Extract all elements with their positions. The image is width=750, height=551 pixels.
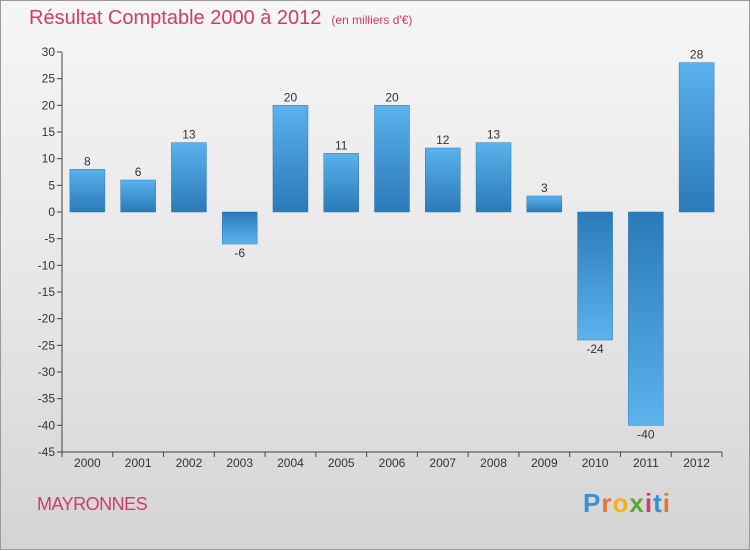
- data-label-2003: -6: [234, 246, 245, 260]
- bar-2010: [577, 211, 613, 341]
- bar-2006: [374, 105, 410, 213]
- x-tick-label: 2008: [480, 456, 507, 470]
- chart-subtitle: (en milliers d'€): [331, 13, 413, 27]
- bar-2003: [221, 211, 258, 245]
- y-tick-label: 10: [42, 152, 56, 166]
- bar-2011: [628, 211, 664, 426]
- y-tick-label: 20: [42, 98, 56, 112]
- y-tick-label: -10: [38, 258, 56, 272]
- brand-letter: t: [653, 488, 663, 518]
- data-label-2008: 13: [487, 128, 501, 142]
- data-label-2012: 28: [690, 48, 704, 62]
- bars: [69, 62, 715, 426]
- y-tick-label: -15: [38, 285, 56, 299]
- brand-letter: x: [629, 488, 645, 518]
- bar-2009: [526, 195, 563, 213]
- x-tick-label: 2001: [125, 456, 152, 470]
- bar-2005: [323, 153, 359, 213]
- y-tick-label: 15: [42, 125, 56, 139]
- axes: 30 25 20 15 10 5 0 -5 -10 -15 -20 -25 -30 -35 -40 -45 20…: [38, 45, 723, 470]
- bar-2000: [69, 169, 106, 213]
- data-label-2007: 12: [436, 133, 450, 147]
- y-tick-label: -30: [38, 365, 56, 379]
- x-tick-label: 2003: [226, 456, 253, 470]
- bar-2004: [272, 105, 309, 213]
- y-tick-label: 25: [42, 72, 56, 86]
- data-label-2009: 3: [541, 181, 548, 195]
- data-label-2001: 6: [135, 165, 142, 179]
- y-tick-label: 30: [42, 45, 56, 59]
- x-tick-label: 2010: [582, 456, 609, 470]
- chart-title-text: Résultat Comptable 2000 à 2012: [29, 7, 322, 29]
- bar-2007: [425, 147, 461, 213]
- y-tick-label: -45: [38, 445, 56, 459]
- brand-letter: o: [612, 488, 630, 518]
- y-tick-label: -20: [38, 312, 56, 326]
- data-label-2005: 11: [335, 138, 348, 152]
- x-tick-label: 2006: [379, 456, 406, 470]
- x-tick-label: 2004: [277, 456, 304, 470]
- commune-name: MAYRONNES: [37, 494, 148, 514]
- y-tick-label: -5: [44, 232, 55, 246]
- proxiti-logo: Proxiti: [583, 488, 671, 519]
- y-tick-label: -35: [38, 392, 56, 406]
- brand-letter: r: [601, 488, 613, 518]
- x-tick-label: 2012: [683, 456, 710, 470]
- bar-2008: [475, 142, 512, 213]
- data-label-2004: 20: [284, 90, 298, 104]
- x-tick-label: 2009: [531, 456, 558, 470]
- y-tick-label: -25: [38, 338, 56, 352]
- bar-2012: [678, 62, 715, 213]
- x-tick-label: 2011: [633, 456, 659, 470]
- data-labels: 8 6 13 -6 20 11 20 12 13 3 -24 -40 28: [84, 48, 704, 442]
- x-tick-label: 2000: [74, 456, 101, 470]
- bar-2001: [120, 179, 156, 213]
- bar-2002: [171, 142, 207, 213]
- brand-letter: P: [583, 488, 602, 518]
- data-label-2010: -24: [586, 342, 604, 356]
- data-label-2011: -40: [637, 427, 655, 441]
- y-tick-label: 5: [48, 178, 55, 192]
- brand-letter: i: [644, 488, 654, 518]
- data-label-2006: 20: [385, 90, 399, 104]
- data-label-2002: 13: [182, 128, 196, 142]
- x-tick-label: 2005: [328, 456, 355, 470]
- x-tick-label: 2007: [429, 456, 456, 470]
- x-tick-label: 2002: [176, 456, 203, 470]
- y-tick-label: 0: [48, 205, 55, 219]
- chart-title: Résultat Comptable 2000 à 2012 (en millie…: [29, 7, 412, 30]
- data-label-2000: 8: [84, 154, 91, 168]
- y-tick-label: -40: [38, 418, 56, 432]
- brand-letter: i: [662, 488, 671, 518]
